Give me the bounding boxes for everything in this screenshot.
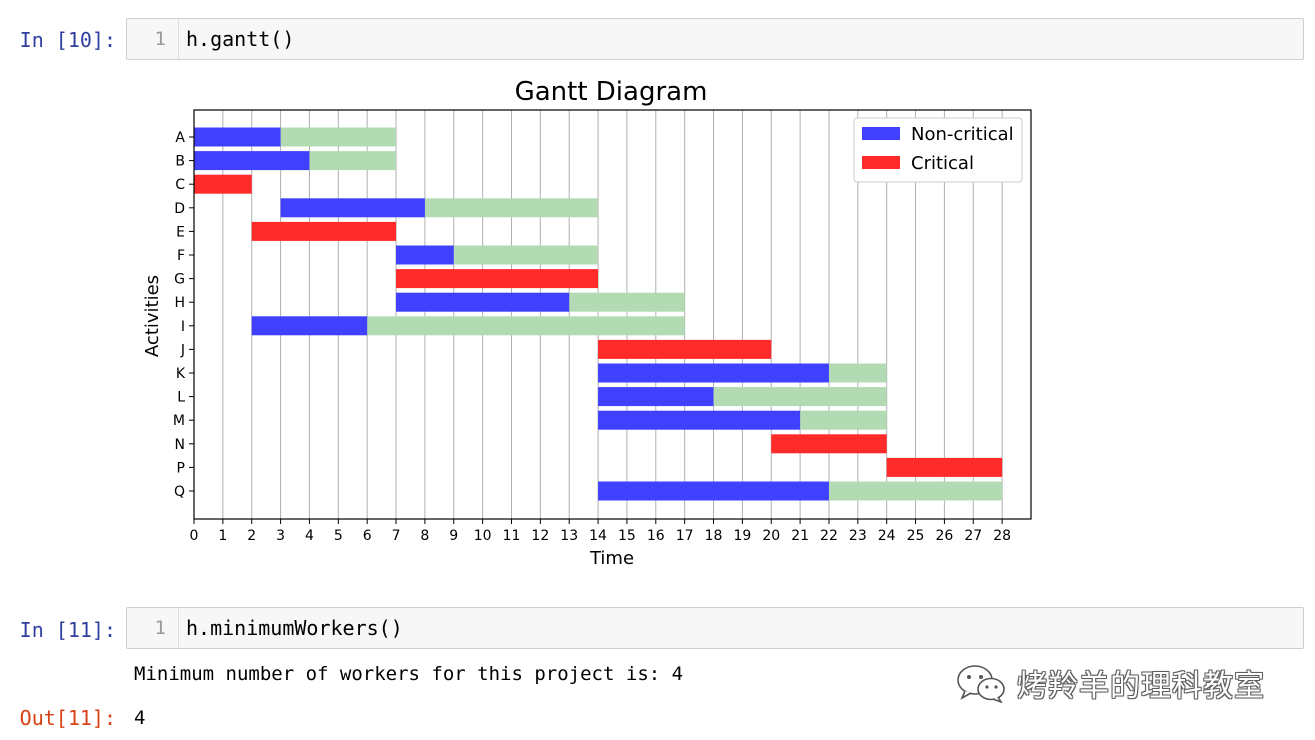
- x-tick-label-4: 4: [305, 528, 314, 544]
- y-tick-label-g: G: [174, 272, 185, 288]
- plot-frame: [193, 109, 1032, 520]
- slack-bar-h: [569, 292, 685, 312]
- cell-10-in-prompt: In [10]:: [19, 28, 116, 52]
- legend-swatch-non-critical: [862, 127, 900, 140]
- y-tick-label-e: E: [176, 224, 185, 240]
- watermark: 烤羚羊的理科教室: [955, 660, 1265, 706]
- line-number: 1: [127, 608, 179, 648]
- x-tick-label-5: 5: [334, 528, 343, 544]
- x-tick-label-18: 18: [705, 528, 723, 544]
- slack-bar-i: [367, 316, 685, 336]
- bars: [194, 127, 1003, 501]
- x-tick-label-16: 16: [647, 528, 665, 544]
- line-number: 1: [127, 19, 179, 59]
- legend-label-non-critical: Non-critical: [911, 124, 1014, 145]
- y-axis-label: Activities: [142, 275, 163, 357]
- slack-bar-d: [424, 198, 599, 218]
- y-tick-label-j: J: [180, 342, 185, 358]
- legend-swatch-critical: [862, 156, 900, 169]
- cell-11-result: 4: [134, 707, 146, 729]
- slack-bar-q: [828, 481, 1003, 501]
- y-tick-label-l: L: [177, 390, 185, 406]
- cell-11-in-prompt: In [11]:: [19, 618, 116, 642]
- x-tick-label-14: 14: [589, 528, 607, 544]
- cell-10-code[interactable]: h.gantt(): [186, 27, 295, 51]
- y-tick-label-f: F: [177, 248, 185, 264]
- y-tick-label-q: Q: [174, 484, 185, 500]
- activity-bar-m: [598, 410, 801, 430]
- y-tick-label-b: B: [175, 154, 185, 170]
- x-tick-label-25: 25: [907, 528, 925, 544]
- cell-11-input[interactable]: 1 h.minimumWorkers(): [126, 607, 1304, 649]
- x-tick-label-0: 0: [190, 528, 199, 544]
- legend: Non-critical Critical: [853, 117, 1023, 183]
- wechat-icon: [957, 665, 1005, 703]
- activity-bar-l: [598, 387, 714, 407]
- activity-bar-i: [251, 316, 368, 336]
- x-ticks: 0 1 2 3 4 5 6 7 8 9 10 11 12 13 14 15 16 17 18 19 20 21 22 23 24…: [190, 519, 1011, 544]
- slack-bar-b: [309, 151, 397, 171]
- x-tick-label-12: 12: [531, 528, 549, 544]
- legend-label-critical: Critical: [911, 153, 974, 174]
- x-tick-label-22: 22: [820, 528, 838, 544]
- slack-bar-a: [280, 127, 397, 147]
- slack-bar-m: [800, 410, 887, 430]
- x-tick-label-23: 23: [849, 528, 867, 544]
- x-tick-label-10: 10: [474, 528, 492, 544]
- activity-bar-a: [194, 127, 281, 147]
- y-tick-label-i: I: [181, 319, 185, 335]
- y-tick-label-k: K: [176, 366, 186, 382]
- slack-bar-f: [453, 245, 599, 265]
- y-tick-label-d: D: [174, 201, 185, 217]
- x-tick-label-28: 28: [993, 528, 1011, 544]
- activity-bar-h: [396, 292, 570, 312]
- activity-bar-q: [598, 481, 829, 501]
- x-tick-label-17: 17: [676, 528, 694, 544]
- watermark-text: 烤羚羊的理科教室: [1017, 669, 1265, 704]
- x-tick-label-19: 19: [733, 528, 751, 544]
- y-tick-label-a: A: [175, 130, 185, 146]
- activity-bar-c: [194, 174, 252, 194]
- activity-bar-d: [280, 198, 425, 218]
- x-tick-label-27: 27: [964, 528, 982, 544]
- cell-11-out-prompt: Out[11]:: [19, 706, 116, 730]
- cell-11-code[interactable]: h.minimumWorkers(): [186, 616, 403, 640]
- x-tick-label-26: 26: [935, 528, 953, 544]
- y-tick-label-h: H: [174, 295, 185, 311]
- x-tick-label-7: 7: [392, 528, 401, 544]
- cell-10-input[interactable]: 1 h.gantt(): [126, 18, 1304, 60]
- x-tick-label-13: 13: [560, 528, 578, 544]
- x-axis-label: Time: [589, 548, 634, 569]
- activity-bar-p: [886, 457, 1003, 477]
- slack-bar-k: [828, 363, 887, 383]
- activity-bar-f: [396, 245, 454, 265]
- y-tick-label-m: M: [173, 413, 185, 429]
- x-tick-label-1: 1: [218, 528, 227, 544]
- x-tick-label-15: 15: [618, 528, 636, 544]
- cell-11-stdout: Minimum number of workers for this proje…: [134, 663, 684, 685]
- x-tick-label-11: 11: [503, 528, 521, 544]
- x-tick-label-20: 20: [762, 528, 780, 544]
- x-tick-label-24: 24: [878, 528, 896, 544]
- x-tick-label-6: 6: [363, 528, 372, 544]
- chart-title: Gantt Diagram: [515, 77, 708, 107]
- activity-bar-b: [194, 151, 310, 171]
- activity-bar-e: [251, 221, 397, 241]
- activity-bar-j: [598, 339, 772, 359]
- x-tick-label-8: 8: [420, 528, 429, 544]
- slack-bar-l: [713, 387, 887, 407]
- activity-bar-k: [598, 363, 829, 383]
- x-tick-label-3: 3: [276, 528, 285, 544]
- y-tick-label-p: P: [177, 460, 185, 476]
- activity-bar-g: [396, 269, 599, 289]
- x-tick-label-21: 21: [791, 528, 809, 544]
- x-tick-label-2: 2: [247, 528, 256, 544]
- x-tick-label-9: 9: [449, 528, 458, 544]
- y-tick-label-n: N: [175, 437, 185, 453]
- activity-bar-n: [771, 434, 887, 454]
- y-tick-label-c: C: [175, 177, 185, 193]
